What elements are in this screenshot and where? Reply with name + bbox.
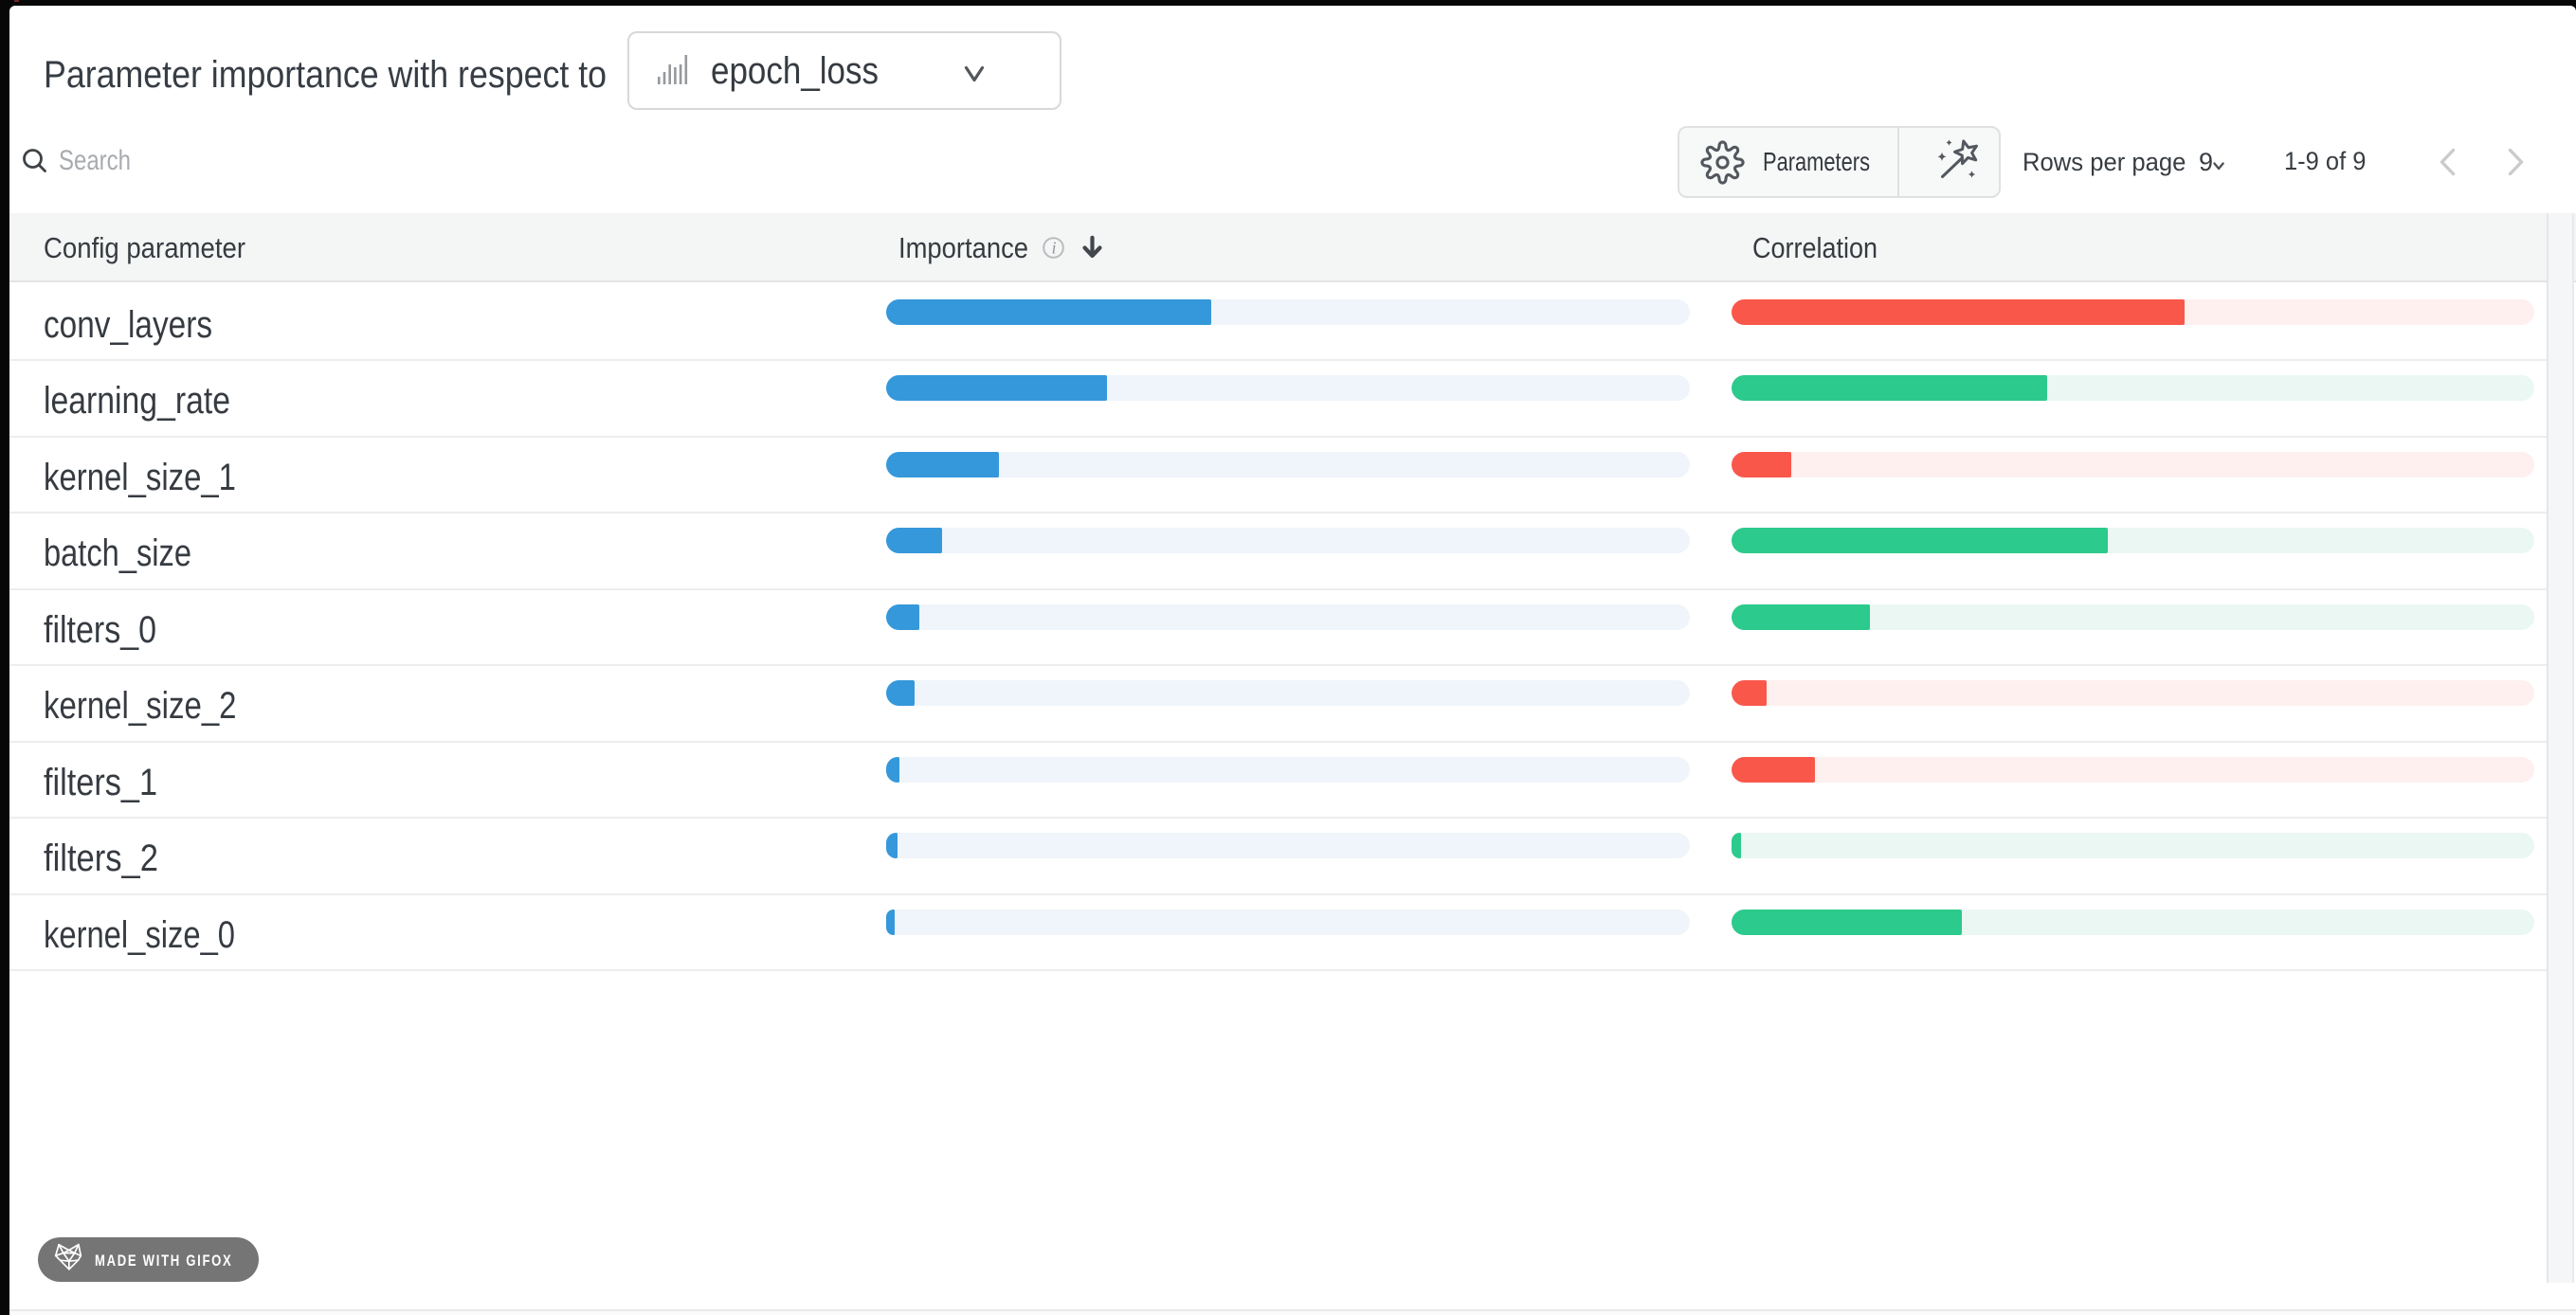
svg-text:i: i	[1052, 238, 1057, 257]
